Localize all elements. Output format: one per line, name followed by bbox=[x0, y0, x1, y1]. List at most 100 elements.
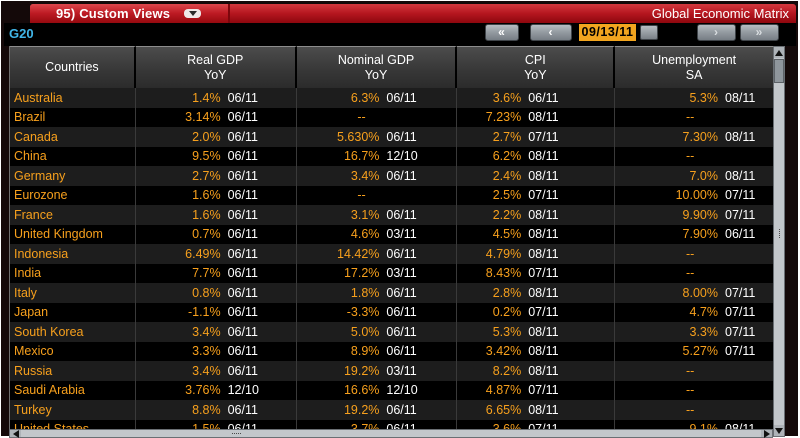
date-input[interactable]: 09/13/11 bbox=[579, 24, 636, 41]
header-countries: Countries bbox=[10, 46, 136, 88]
table-row[interactable]: Mexico 3.3% 06/11 8.9% 06/11 3.42% 08/11 5.27% 0… bbox=[10, 341, 773, 361]
table-row[interactable]: Russia 3.4% 06/11 19.2% 03/11 8.2% 08/11 -- bbox=[10, 361, 773, 381]
nav-prev-button[interactable]: ‹ bbox=[530, 24, 572, 41]
nav-first-button[interactable]: « bbox=[485, 24, 519, 41]
calendar-icon[interactable] bbox=[640, 25, 659, 80]
metric-value: 17.2% bbox=[343, 266, 380, 281]
metric-date: 12/10 bbox=[386, 383, 418, 398]
value-cell: 6.49% 06/11 bbox=[136, 244, 297, 264]
metric-value: 3.76% bbox=[185, 383, 221, 398]
scroll-track-grip bbox=[232, 433, 242, 434]
table-row[interactable]: Indonesia 6.49% 06/11 14.42% 06/11 4.79% 08/11… bbox=[10, 244, 773, 264]
metric-date: 06/11 bbox=[386, 207, 417, 222]
metric-date: 07/11 bbox=[528, 422, 568, 429]
custom-views-label: 95) Custom Views bbox=[56, 6, 171, 21]
metric-date: 08/11 bbox=[528, 110, 559, 125]
metric-value: 16.7% bbox=[343, 149, 380, 164]
metric-date: 06/11 bbox=[386, 324, 417, 339]
missing-value: -- bbox=[357, 188, 366, 203]
metric-value: 3.3% bbox=[192, 344, 221, 359]
value-cell: 2.7% 07/11 bbox=[457, 127, 616, 147]
metric-date: 06/11 bbox=[386, 402, 417, 417]
metric-value: 8.9% bbox=[350, 344, 380, 359]
metric-value: 9.1% bbox=[615, 422, 719, 429]
country-cell: Indonesia bbox=[10, 244, 136, 264]
scroll-down-icon[interactable] bbox=[774, 425, 784, 436]
table-row[interactable]: Italy 0.8% 06/11 1.8% 06/11 2.8% 08/11 8.00% 07/… bbox=[10, 283, 773, 303]
metric-value: 19.2% bbox=[343, 402, 380, 417]
chevron-down-icon[interactable] bbox=[184, 9, 202, 18]
header-unemployment: Unemployment SA bbox=[615, 46, 774, 88]
table-row[interactable]: Australia 1.4% 06/11 6.3% 06/11 3.6% 06/11 5.3%… bbox=[10, 88, 773, 108]
metric-date: 06/11 bbox=[227, 402, 258, 417]
table-row[interactable]: France 1.6% 06/11 3.1% 06/11 2.2% 08/11 9.90% 07… bbox=[10, 205, 773, 225]
vertical-scrollbar[interactable] bbox=[773, 46, 785, 437]
scroll-up-icon[interactable] bbox=[774, 47, 784, 58]
value-cell: 2.2% 08/11 bbox=[457, 205, 616, 225]
metric-date: 07/11 bbox=[725, 344, 756, 359]
metric-date: 06/11 bbox=[386, 90, 417, 105]
value-cell: 1.8% 06/11 bbox=[297, 283, 458, 303]
metric-value: 1.4% bbox=[192, 90, 221, 105]
metric-value: 6.65% bbox=[485, 402, 522, 417]
value-cell: -1.1% 06/11 bbox=[136, 302, 297, 322]
country-cell: Mexico bbox=[10, 341, 136, 361]
value-cell: -- bbox=[297, 185, 458, 205]
metric-date: 06/11 bbox=[386, 305, 417, 320]
nav-next-button[interactable]: › bbox=[697, 24, 736, 41]
metric-value: 2.2% bbox=[492, 207, 522, 222]
table-row[interactable]: Saudi Arabia 3.76% 12/10 16.6% 12/10 4.87% 07/… bbox=[10, 380, 773, 400]
metric-date: 07/11 bbox=[528, 129, 559, 144]
value-cell: 5.3% 08/11 bbox=[615, 88, 773, 108]
value-cell: 0.2% 07/11 bbox=[457, 302, 616, 322]
table-row[interactable]: China 9.5% 06/11 16.7% 12/10 6.2% 08/11 -- bbox=[10, 146, 773, 166]
missing-value: -- bbox=[685, 149, 695, 164]
metric-date: 06/11 bbox=[386, 246, 417, 261]
metric-date: 08/11 bbox=[528, 285, 559, 300]
value-cell: 7.23% 08/11 bbox=[457, 107, 616, 127]
metric-date: 12/10 bbox=[227, 383, 259, 398]
value-cell: 3.3% 06/11 bbox=[136, 341, 297, 361]
value-cell: 7.0% 08/11 bbox=[615, 166, 773, 186]
table-row[interactable]: Eurozone 1.6% 06/11 -- 2.5% 07/11 10.00% 07/11 bbox=[10, 185, 773, 205]
table-row[interactable]: United States1.5% 06/11 3.7% 06/11 3.6% 07/11… bbox=[10, 419, 773, 429]
metric-value: 5.3% bbox=[492, 324, 522, 339]
metric-date: 08/11 bbox=[528, 149, 559, 164]
horizontal-scrollbar[interactable] bbox=[9, 429, 773, 438]
value-cell: 3.14% 06/11 bbox=[136, 107, 297, 127]
scroll-track-grip bbox=[779, 229, 780, 239]
metric-value: 6.2% bbox=[492, 149, 522, 164]
metric-value: 5.630% bbox=[337, 129, 380, 144]
scroll-right-icon[interactable] bbox=[761, 429, 772, 438]
header-cpi: CPI YoY bbox=[457, 46, 616, 88]
table-row[interactable]: United Kingdom 0.7% 06/11 4.6% 03/11 4.5% 08/1… bbox=[10, 224, 773, 244]
value-cell: 8.9% 06/11 bbox=[297, 341, 458, 361]
metric-date: 06/11 bbox=[227, 90, 258, 105]
metric-value: 7.0% bbox=[689, 168, 719, 183]
table-row[interactable]: India 7.7% 06/11 17.2% 03/11 8.43% 07/11 -- bbox=[10, 263, 773, 283]
metric-date: 08/11 bbox=[528, 324, 559, 339]
metric-value: 5.27% bbox=[682, 344, 718, 359]
table-row[interactable]: Canada 2.0% 06/11 5.630% 06/11 2.7% 07/11 7.30%… bbox=[10, 127, 773, 147]
table-row[interactable]: Japan -1.1% 06/11 -3.3% 06/11 0.2% 07/11 4.7% 07… bbox=[10, 302, 773, 322]
metric-value: 3.14% bbox=[185, 110, 221, 125]
vertical-scroll-thumb[interactable] bbox=[774, 59, 784, 83]
metric-value: 1.5% bbox=[136, 422, 221, 429]
metric-value: -1.1% bbox=[187, 305, 221, 320]
scroll-left-icon[interactable] bbox=[10, 429, 21, 438]
metric-value: 5.3% bbox=[689, 90, 719, 105]
metric-date: 06/11 bbox=[227, 207, 258, 222]
metric-value: 7.90% bbox=[682, 227, 718, 242]
nav-last-button[interactable]: » bbox=[740, 24, 779, 41]
metric-value: 3.4% bbox=[192, 324, 221, 339]
metric-value: 3.4% bbox=[192, 363, 221, 378]
table-row[interactable]: Brazil 3.14% 06/11 -- 7.23% 08/11 -- bbox=[10, 107, 773, 127]
value-cell: 4.5% 08/11 bbox=[457, 224, 616, 244]
table-row[interactable]: Germany 2.7% 06/11 3.4% 06/11 2.4% 08/11 7.0% 08… bbox=[10, 166, 773, 186]
table-row[interactable]: Turkey 8.8% 06/11 19.2% 06/11 6.65% 08/11 -- bbox=[10, 400, 773, 420]
metric-date: 06/11 bbox=[227, 149, 258, 164]
metric-date: 06/11 bbox=[227, 168, 258, 183]
custom-views-menu-button[interactable]: 95) Custom Views bbox=[30, 4, 230, 23]
table-row[interactable]: South Korea 3.4% 06/11 5.0% 06/11 5.3% 08/11 3.… bbox=[10, 322, 773, 342]
metric-date: 08/11 bbox=[528, 207, 559, 222]
